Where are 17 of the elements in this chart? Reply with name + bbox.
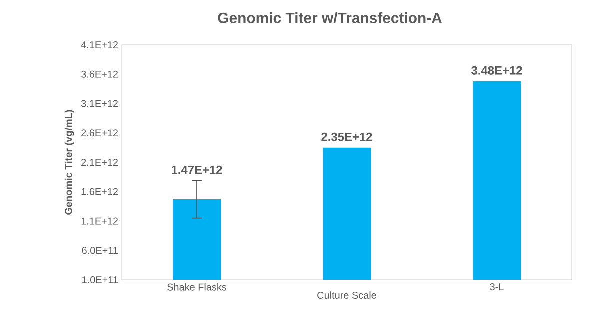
y-tick-label: 3.1E+12 — [81, 100, 118, 108]
y-axis-title: Genomic Titer (vg/mL) — [64, 110, 74, 215]
y-tick-label: 1.0E+11 — [82, 276, 118, 284]
y-tick-label: 6.0E+11 — [82, 247, 118, 254]
y-tick-label: 3.6E+12 — [81, 70, 118, 78]
data-label: 3.48E+12 — [472, 66, 522, 75]
y-tick-label: 2.6E+12 — [82, 130, 118, 137]
y-tick-label: 4.1E+12 — [81, 42, 118, 48]
x-axis-title: Culture Scale — [318, 292, 376, 299]
x-tick-label: Shake Flasks — [168, 284, 227, 291]
x-tick-label: 3-L — [490, 284, 504, 291]
y-tick-label: 2.1E+12 — [82, 159, 118, 166]
data-label: 2.35E+12 — [322, 132, 372, 142]
y-tick-label: 1.1E+12 — [82, 218, 118, 225]
y-tick-label: 1.6E+12 — [82, 188, 118, 196]
data-label: 1.47E+12 — [172, 166, 222, 174]
chart-title: Genomic Titer w/Transfection-A — [218, 12, 442, 24]
